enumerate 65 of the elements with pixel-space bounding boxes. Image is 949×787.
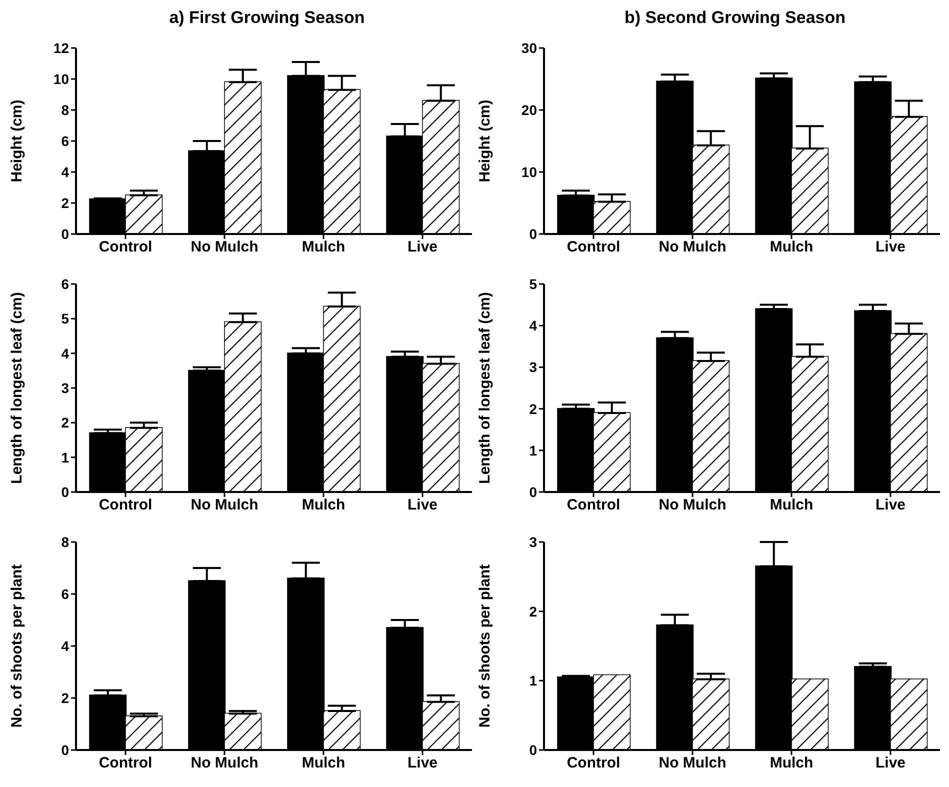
x-tick-label: Live: [407, 754, 438, 772]
x-tick-label: No Mulch: [190, 238, 258, 256]
y-tick-label: 3: [529, 534, 538, 550]
x-tick-label: Live: [407, 496, 438, 514]
y-tick-label: 4: [61, 638, 70, 654]
x-tick-label: Control: [98, 496, 152, 514]
y-tick-label: 30: [521, 40, 538, 56]
x-tick-label: No Mulch: [658, 754, 726, 772]
y-axis-title: Length of longest leaf (cm): [8, 292, 26, 484]
x-tick-label: No Mulch: [190, 754, 258, 772]
y-tick-label: 6: [61, 132, 70, 149]
y-tick-label: 20: [521, 102, 538, 118]
y-tick-label: 2: [61, 194, 70, 211]
y-tick-label: 5: [61, 310, 70, 327]
y-axis-title: Length of longest leaf (cm): [476, 292, 494, 484]
y-tick-label: 2: [61, 414, 70, 431]
y-tick-label: 8: [61, 534, 70, 550]
y-tick-label: 0: [61, 226, 70, 242]
x-tick-label: No Mulch: [190, 496, 258, 514]
x-tick-label: Control: [566, 496, 620, 514]
y-axis-title: Height (cm): [476, 100, 494, 182]
x-tick-label: Mulch: [770, 496, 814, 514]
y-tick-label: 10: [53, 70, 70, 87]
y-tick-label: 1: [61, 449, 70, 466]
y-tick-label: 8: [61, 102, 70, 118]
y-tick-label: 1: [529, 672, 538, 689]
y-tick-label: 3: [529, 359, 538, 376]
y-tick-label: 2: [529, 400, 538, 417]
x-tick-label: Live: [875, 754, 906, 772]
y-tick-label: 1: [529, 442, 538, 458]
x-tick-label: Mulch: [770, 754, 814, 772]
y-tick-label: 10: [521, 164, 538, 180]
x-tick-label: Control: [566, 238, 620, 256]
y-tick-label: 0: [61, 484, 70, 500]
y-axis-title: No. of shoots per plant: [8, 564, 26, 728]
chart-title: b) Second Growing Season: [623, 8, 847, 29]
y-tick-label: 0: [529, 226, 538, 242]
x-tick-label: Mulch: [302, 238, 346, 256]
y-tick-label: 6: [61, 586, 70, 602]
x-tick-label: Mulch: [302, 754, 346, 772]
x-tick-label: Live: [875, 496, 906, 514]
x-tick-label: Live: [875, 238, 906, 256]
x-tick-label: Control: [98, 754, 152, 772]
y-tick-label: 3: [61, 380, 70, 396]
x-tick-label: No Mulch: [658, 238, 726, 256]
y-tick-label: 12: [53, 40, 70, 56]
chart-title: a) First Growing Season: [168, 8, 366, 29]
x-tick-label: Control: [98, 238, 152, 256]
y-tick-label: 4: [61, 345, 70, 362]
y-tick-label: 2: [61, 690, 70, 706]
y-tick-label: 2: [529, 603, 538, 620]
y-tick-label: 5: [529, 276, 538, 292]
y-tick-label: 6: [61, 276, 70, 292]
x-tick-label: Live: [407, 238, 438, 256]
x-tick-label: Mulch: [770, 238, 814, 256]
x-tick-label: Mulch: [302, 496, 346, 514]
y-axis-title: Height (cm): [8, 100, 26, 182]
x-tick-label: Control: [566, 754, 620, 772]
y-tick-label: 4: [529, 318, 538, 334]
y-axis-title: No. of shoots per plant: [476, 564, 494, 728]
y-tick-label: 0: [61, 742, 70, 758]
y-tick-label: 0: [529, 484, 538, 500]
y-tick-label: 4: [61, 164, 70, 180]
x-tick-label: No Mulch: [658, 496, 726, 514]
y-tick-label: 0: [529, 742, 538, 758]
